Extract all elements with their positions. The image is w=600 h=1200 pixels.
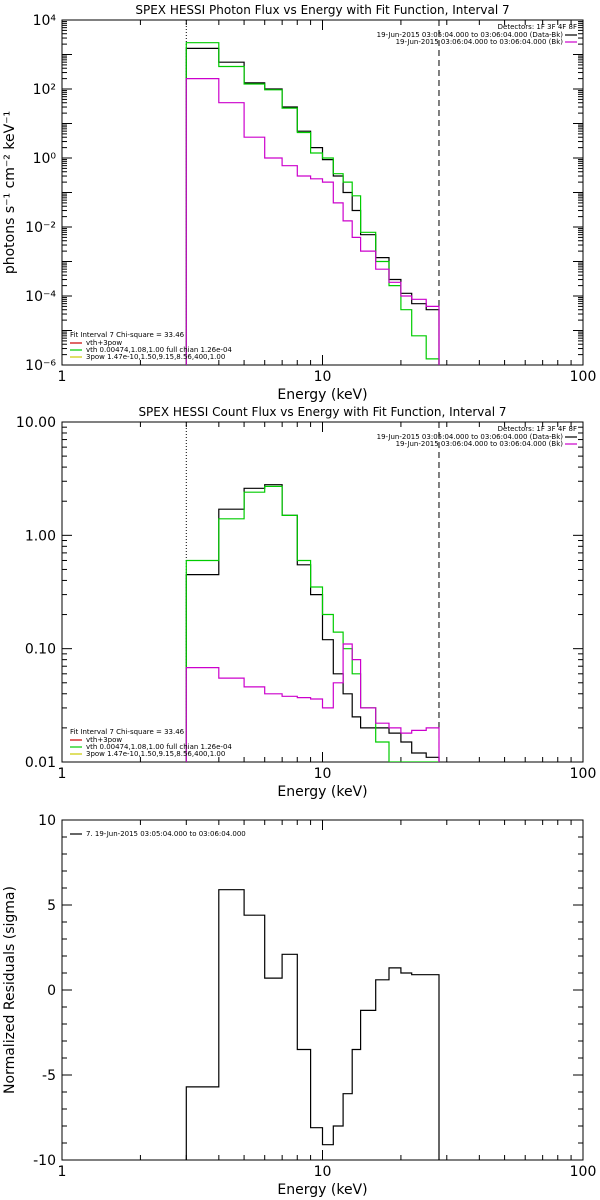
plot-frame bbox=[61, 819, 584, 1161]
y-tick-label: 0.10 bbox=[25, 642, 56, 658]
y-tick-label: 1.00 bbox=[25, 528, 56, 544]
y-tick-label: 10⁻² bbox=[25, 220, 56, 236]
series-line-3 bbox=[185, 643, 440, 762]
x-tick-label: 10 bbox=[314, 369, 332, 385]
fit-legend-label: vth+3pow bbox=[86, 736, 122, 744]
x-tick-label: 10 bbox=[314, 766, 332, 782]
y-tick-label: 0 bbox=[47, 983, 56, 999]
x-tick-label: 1 bbox=[58, 369, 67, 385]
y-axis-label: Normalized Residuals (sigma) bbox=[2, 886, 18, 1094]
chart-title: SPEX HESSI Photon Flux vs Energy with Fi… bbox=[135, 3, 509, 17]
fit-legend-header: Fit Interval 7 Chi-square = 33.46 bbox=[70, 331, 185, 339]
fit-legend-header: Fit Interval 7 Chi-square = 33.46 bbox=[70, 728, 185, 736]
x-tick-label: 10 bbox=[314, 1164, 332, 1180]
fit-legend-label: vth 0.00474,1.08,1.00 full chian 1.26e-0… bbox=[86, 346, 232, 354]
residual-legend-label: 7. 19-Jun-2015 03:05:04.000 to 03:06:04.… bbox=[86, 830, 246, 838]
fit-legend-label: 3pow 1.47e-10,1.50,9.15,8.56,400,1.00 bbox=[86, 750, 225, 758]
legend-entry-label: 19-Jun-2015 03:06:04.000 to 03:06:04.000… bbox=[396, 38, 564, 46]
chart-1: 1 10 100 10⁻⁶ 10⁻⁴ 10⁻² 10⁰ 10² 10⁴ SPEX HESSI Ph… bbox=[2, 3, 596, 403]
series-line-1 bbox=[185, 47, 440, 365]
series-line-1 bbox=[185, 484, 440, 762]
series-line-1 bbox=[185, 889, 440, 1160]
y-tick-label: 10.00 bbox=[16, 415, 56, 431]
y-tick-label: 10⁻⁶ bbox=[25, 358, 56, 374]
y-tick-label: -10 bbox=[33, 1153, 56, 1169]
fit-legend-label: vth+3pow bbox=[86, 339, 122, 347]
x-tick-label: 1 bbox=[58, 766, 67, 782]
y-tick-label: -5 bbox=[42, 1068, 56, 1084]
chart-3: 1 10 100 -10 -5 0 5 10 Energy (keV) Normalized Re… bbox=[2, 813, 596, 1198]
legend-entry-label: 19-Jun-2015 03:05:04.000 to 03:06:04.000… bbox=[377, 433, 564, 441]
chart-title: SPEX HESSI Count Flux vs Energy with Fit… bbox=[138, 405, 506, 419]
x-tick-label: 100 bbox=[570, 766, 597, 782]
y-tick-label: 10 bbox=[38, 813, 56, 829]
y-tick-label: 10² bbox=[33, 82, 56, 98]
x-axis-label: Energy (keV) bbox=[277, 1182, 367, 1198]
fit-legend-label: 3pow 1.47e-10,1.50,9.15,8.56,400,1.00 bbox=[86, 353, 225, 361]
legend-entry-label: 19-Jun-2015 03:05:04.000 to 03:06:04.000… bbox=[377, 31, 564, 39]
x-tick-label: 100 bbox=[570, 369, 597, 385]
plot-frame bbox=[61, 19, 584, 366]
x-tick-label: 100 bbox=[570, 1164, 597, 1180]
y-tick-label: 10⁻⁴ bbox=[25, 289, 56, 305]
y-tick-label: 10⁴ bbox=[33, 13, 57, 29]
legend-header: Detectors: 1F 3F 4F 8F bbox=[498, 425, 577, 433]
y-tick-label: 5 bbox=[47, 898, 56, 914]
series-line-2 bbox=[185, 42, 440, 365]
fit-legend-label: vth 0.00474,1.08,1.00 full chian 1.26e-0… bbox=[86, 743, 232, 751]
series-line-2 bbox=[185, 485, 439, 762]
legend-header: Detectors: 1F 3F 4F 8F bbox=[498, 23, 577, 31]
x-tick-label: 1 bbox=[58, 1164, 67, 1180]
y-tick-label: 10⁰ bbox=[33, 151, 57, 167]
y-axis-label: photons s⁻¹ cm⁻² keV⁻¹ bbox=[2, 111, 18, 274]
y-tick-label: 0.01 bbox=[25, 755, 56, 771]
legend-entry-label: 19-Jun-2015 03:06:04.000 to 03:06:04.000… bbox=[396, 440, 564, 448]
x-axis-label: Energy (keV) bbox=[277, 784, 367, 800]
chart-2: 1 10 100 0.01 0.10 1.00 10.00 SPEX HESSI Count … bbox=[16, 405, 596, 800]
series-line-3 bbox=[185, 78, 440, 365]
x-axis-label: Energy (keV) bbox=[277, 387, 367, 403]
